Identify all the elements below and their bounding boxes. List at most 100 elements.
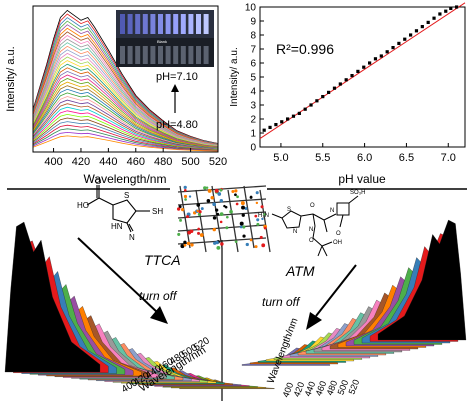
mof-atom (186, 215, 190, 219)
mof-atom (197, 212, 202, 216)
cuvette-vial (120, 46, 125, 64)
fit-x-tick-label: 5.5 (315, 152, 330, 164)
svg-text:S: S (287, 207, 291, 213)
spectra-x-axis-label: Wavelength/nm (84, 172, 167, 186)
spectrum-series-line (32, 96, 219, 150)
cuvette-vial (150, 46, 156, 64)
ttca-waterfall-plot (4, 221, 275, 389)
spectrum-series-line (32, 88, 219, 149)
fit-data-point (303, 107, 307, 111)
fit-data-point (373, 57, 378, 61)
atm-turn-off-label: turn off (262, 295, 301, 309)
mof-atom (261, 217, 264, 221)
mof-atom (219, 188, 223, 192)
svg-text:O: O (309, 238, 314, 244)
spectrum-series-line (32, 24, 219, 145)
mof-atom (180, 208, 185, 212)
fit-y-tick-label: 0 (250, 143, 256, 154)
mof-linker (243, 185, 255, 249)
fit-x-tick-label: 7.0 (441, 152, 456, 164)
cuvette-vial (127, 46, 133, 64)
fit-data-point (403, 37, 407, 41)
svg-text:S: S (124, 191, 129, 200)
fit-y-tick-label: 7 (250, 45, 256, 56)
fit-y-tick-label: 4 (250, 87, 256, 98)
cuvette-vial (165, 14, 171, 34)
fit-x-tick-label: 5.0 (273, 152, 288, 164)
cuvette-vial (135, 46, 141, 64)
fit-data-point (362, 65, 366, 69)
spectrum-series-line (32, 17, 219, 145)
atm-trend-arrow-shaft (315, 264, 357, 317)
cuvette-vial (188, 14, 194, 34)
spectra-x-tick-label: 520 (209, 156, 227, 168)
fit-data-point (414, 29, 419, 33)
cuvette-vial (127, 14, 133, 34)
mof-atom (241, 213, 245, 217)
fit-data-point (315, 99, 319, 103)
cuvette-vial (203, 14, 209, 34)
spectrum-series-line (32, 81, 219, 149)
fit-data-point (432, 16, 436, 20)
mof-atom (219, 212, 224, 216)
fit-data-point (291, 114, 296, 118)
mof-atom (176, 207, 181, 211)
mof-atom (183, 243, 187, 247)
spectra-panel: 400 420 440 460 480 500 520 Intensity/ a.u. Wa… (5, 5, 227, 186)
mof-atom (244, 207, 248, 210)
ttca-trend-arrow-head (150, 306, 168, 324)
mof-atom (186, 241, 191, 246)
atm-molecule-structure: H₂N S N O N O SO₃H N O OH (258, 190, 365, 257)
spectrum-series-line (32, 27, 219, 145)
svg-text:H₂N: H₂N (258, 213, 269, 219)
fit-data-point (350, 74, 354, 78)
mof-atom (210, 196, 214, 200)
spectrum-series-line (32, 13, 219, 145)
mof-atom (254, 245, 258, 249)
cuvette-row-bottom (120, 46, 209, 64)
mof-atom (249, 238, 253, 242)
cuvette-vial (158, 46, 163, 64)
fit-data-point (379, 54, 383, 58)
fit-data-point (449, 6, 453, 10)
spectrum-series-line (32, 60, 219, 147)
spectrum-series-line (32, 124, 219, 151)
cuvette-vial (142, 46, 148, 64)
svg-text:N: N (293, 229, 297, 235)
mof-atom (196, 203, 201, 207)
mof-atom (241, 205, 245, 210)
mof-atom (180, 244, 185, 249)
mof-atom (239, 225, 243, 229)
spectrum-series-line (32, 113, 219, 151)
svg-text:HO: HO (77, 201, 89, 210)
cuvette-vial (180, 46, 186, 64)
fit-data-point (280, 120, 284, 124)
fit-y-tick-label: 3 (250, 101, 256, 112)
mof-atom (196, 209, 199, 213)
fit-y-axis-label: Intensity/ a.u. (229, 47, 240, 106)
cuvette-inset-photo: Blank (116, 10, 214, 67)
ttca-trend-arrow-shaft (77, 237, 159, 314)
fit-data-point (420, 25, 424, 29)
fit-plot-frame (259, 6, 466, 148)
fit-data-points (262, 5, 459, 132)
svg-text:HN: HN (111, 222, 123, 231)
mof-atom (234, 240, 238, 244)
mof-atom (255, 201, 259, 205)
fit-data-point (338, 82, 342, 86)
fit-data-point (397, 41, 401, 45)
spectrum-series-line (32, 92, 219, 149)
mof-atom (219, 220, 223, 224)
spectrum-series-line (32, 70, 219, 148)
fit-data-point (385, 50, 389, 54)
atm-trend-arrow-head (306, 312, 322, 330)
mof-atom (183, 240, 187, 244)
mof-atom (183, 194, 188, 199)
ph-low-annotation: pH=4.80 (156, 119, 198, 131)
mof-atom (235, 202, 239, 206)
mof-atom (178, 205, 182, 209)
svg-text:O: O (310, 203, 315, 209)
r-squared-annotation: R²=0.996 (276, 41, 334, 57)
